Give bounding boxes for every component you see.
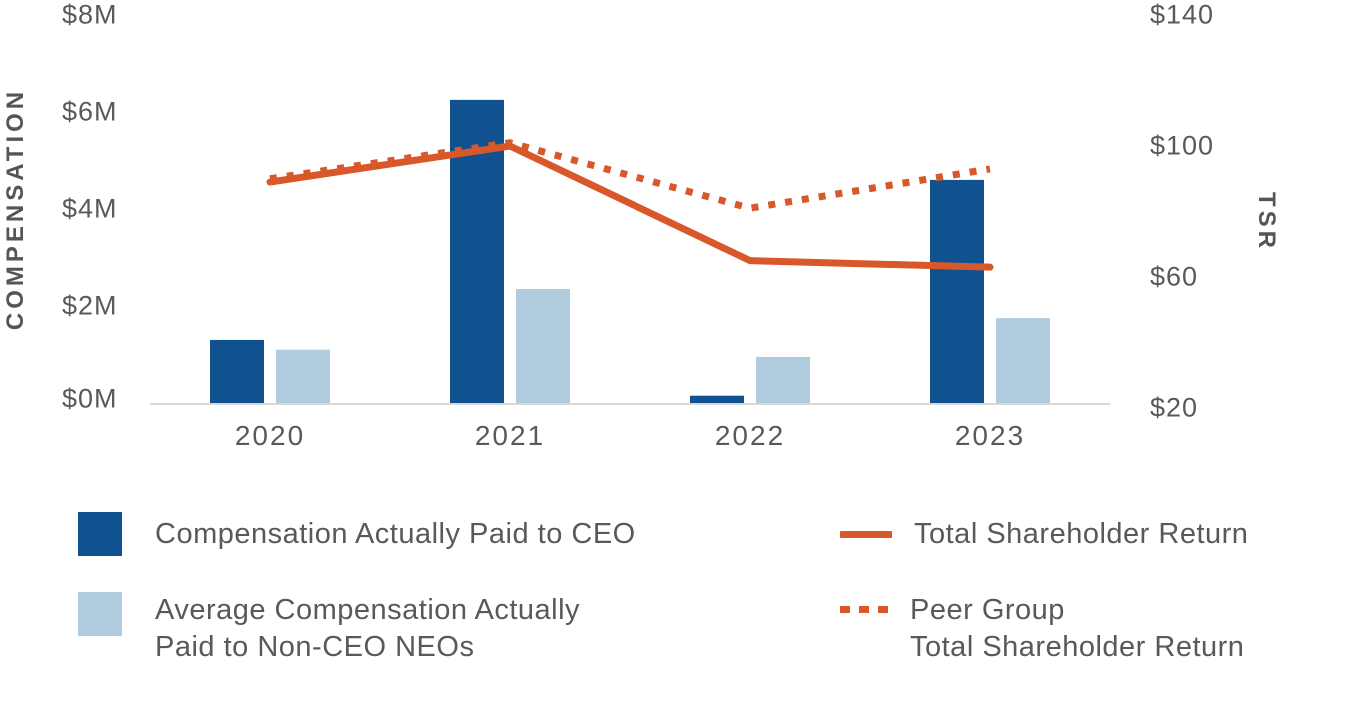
legend-label-neo-line2: Paid to Non-CEO NEOs — [155, 631, 475, 663]
left-axis-title: COMPENSATION — [2, 87, 29, 331]
bar-ceo-2022 — [690, 395, 744, 403]
bar-neo-2022 — [756, 356, 810, 403]
tsr-line — [266, 142, 994, 271]
legend-item-peer: Peer Group Total Shareholder Return — [840, 592, 1244, 666]
bar-ceo-2020 — [210, 339, 264, 403]
bar-neo-2021 — [516, 289, 570, 403]
legend-label-ceo: Compensation Actually Paid to CEO — [155, 517, 636, 550]
x-tick-2021: 2021 — [474, 420, 546, 451]
legend-item-ceo: Compensation Actually Paid to CEO — [78, 512, 636, 556]
legend-label-peer-line2: Total Shareholder Return — [910, 631, 1245, 663]
bar-neo-2023 — [996, 318, 1050, 403]
peer-line-swatch — [840, 606, 888, 613]
right-axis-title: TSR — [1253, 192, 1280, 252]
neo-bar-swatch — [78, 592, 122, 636]
peer-swatch-dash-3 — [878, 606, 888, 613]
legend-label-neo: Average Compensation Actually Paid to No… — [155, 592, 580, 666]
peer-swatch-dash-2 — [859, 606, 869, 613]
right-tick-100: $100 — [1150, 130, 1215, 161]
legend-item-tsr: Total Shareholder Return — [840, 512, 1248, 556]
left-tick-2m: $2M — [62, 290, 118, 321]
peer-tsr-line — [269, 139, 991, 212]
right-tick-20: $20 — [1150, 392, 1199, 423]
left-tick-6m: $6M — [62, 96, 118, 127]
left-tick-0m: $0M — [62, 383, 118, 414]
legend-label-neo-line1: Average Compensation Actually — [155, 594, 581, 626]
peer-swatch-dash-1 — [840, 606, 850, 613]
x-tick-2023: 2023 — [954, 420, 1026, 451]
legend-label-tsr: Total Shareholder Return — [914, 517, 1249, 550]
right-tick-140: $140 — [1150, 0, 1215, 30]
left-tick-4m: $4M — [62, 193, 118, 224]
legend-item-neo: Average Compensation Actually Paid to No… — [78, 592, 580, 666]
ceo-bar-swatch — [78, 512, 122, 556]
bar-ceo-2023 — [930, 179, 984, 403]
tsr-line-swatch — [840, 530, 892, 538]
x-tick-2022: 2022 — [714, 420, 786, 451]
chart-plot-area — [150, 99, 1110, 405]
right-tick-60: $60 — [1150, 261, 1199, 292]
left-tick-8m: $8M — [62, 0, 118, 30]
bar-neo-2020 — [276, 349, 330, 403]
legend-label-peer: Peer Group Total Shareholder Return — [910, 592, 1244, 666]
x-tick-2020: 2020 — [234, 420, 306, 451]
legend-label-peer-line1: Peer Group — [910, 594, 1065, 626]
